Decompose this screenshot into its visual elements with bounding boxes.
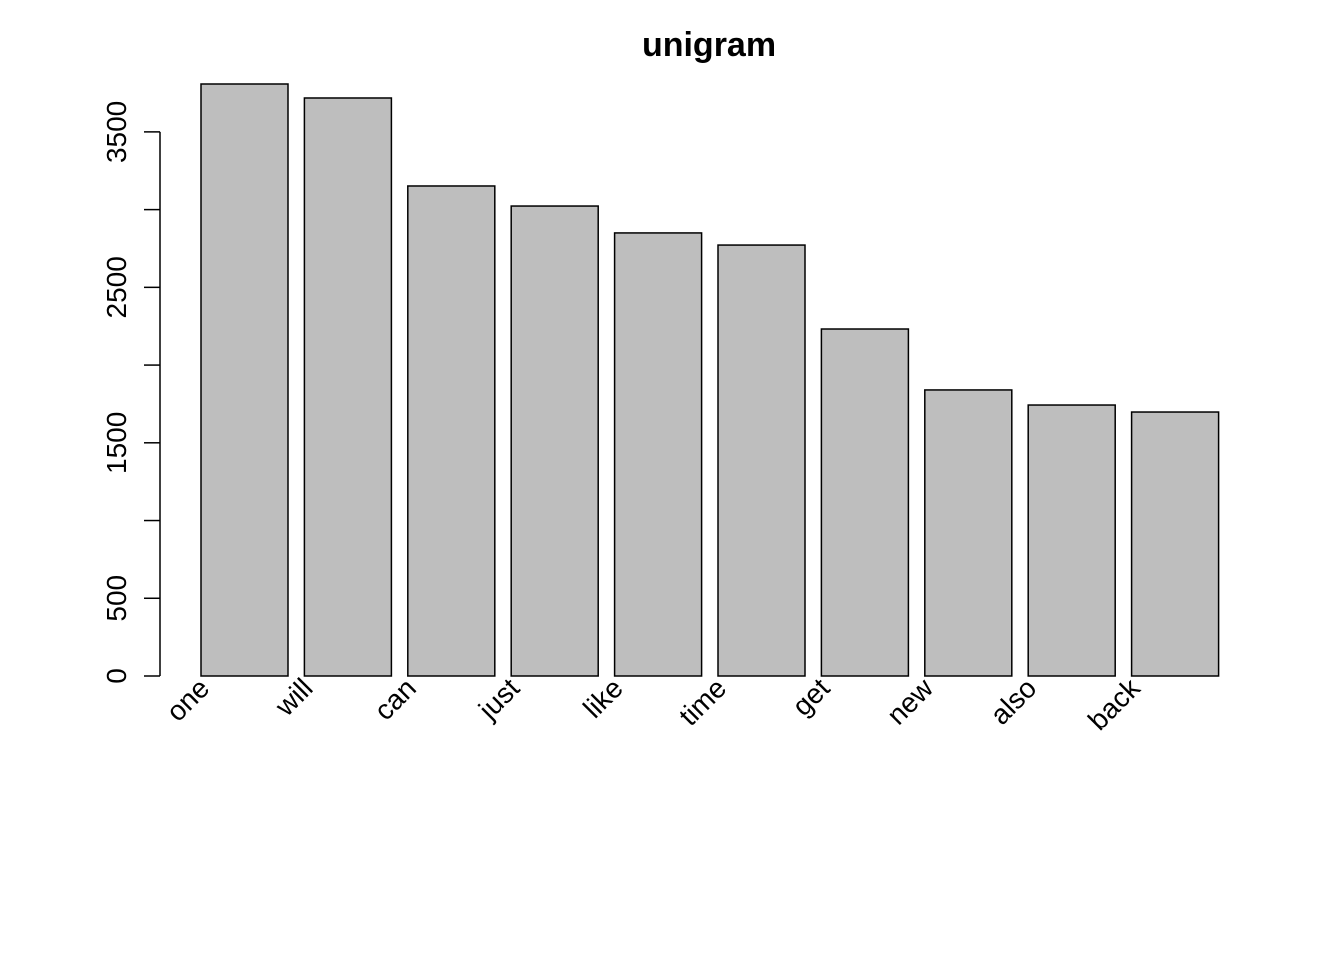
x-tick-label: get: [786, 672, 836, 722]
x-tick-label: just: [472, 672, 526, 726]
x-tick-label: one: [160, 672, 215, 727]
bar: [303, 97, 393, 677]
bar: [510, 205, 599, 677]
x-tick-label: back: [1082, 672, 1146, 736]
y-tick-label: 2500: [101, 256, 132, 318]
y-tick-label: 500: [101, 575, 132, 622]
x-tick-label: like: [577, 672, 629, 724]
x-tick-label: also: [984, 672, 1042, 730]
bar: [407, 185, 496, 677]
x-tick-label: time: [673, 672, 732, 731]
bar: [924, 389, 1013, 677]
bar: [200, 83, 289, 677]
y-tick-label: 3500: [101, 101, 132, 163]
y-tick-label: 1500: [101, 412, 132, 474]
chart-title: unigram: [642, 26, 776, 64]
bar: [717, 244, 806, 677]
x-tick-label: can: [368, 672, 422, 726]
x-tick-label: will: [269, 672, 319, 722]
bar: [613, 232, 703, 677]
bar: [820, 328, 910, 677]
bar: [1027, 404, 1116, 677]
x-tick-label: new: [881, 672, 940, 731]
bar: [1130, 411, 1220, 677]
y-tick-label: 0: [101, 668, 132, 684]
